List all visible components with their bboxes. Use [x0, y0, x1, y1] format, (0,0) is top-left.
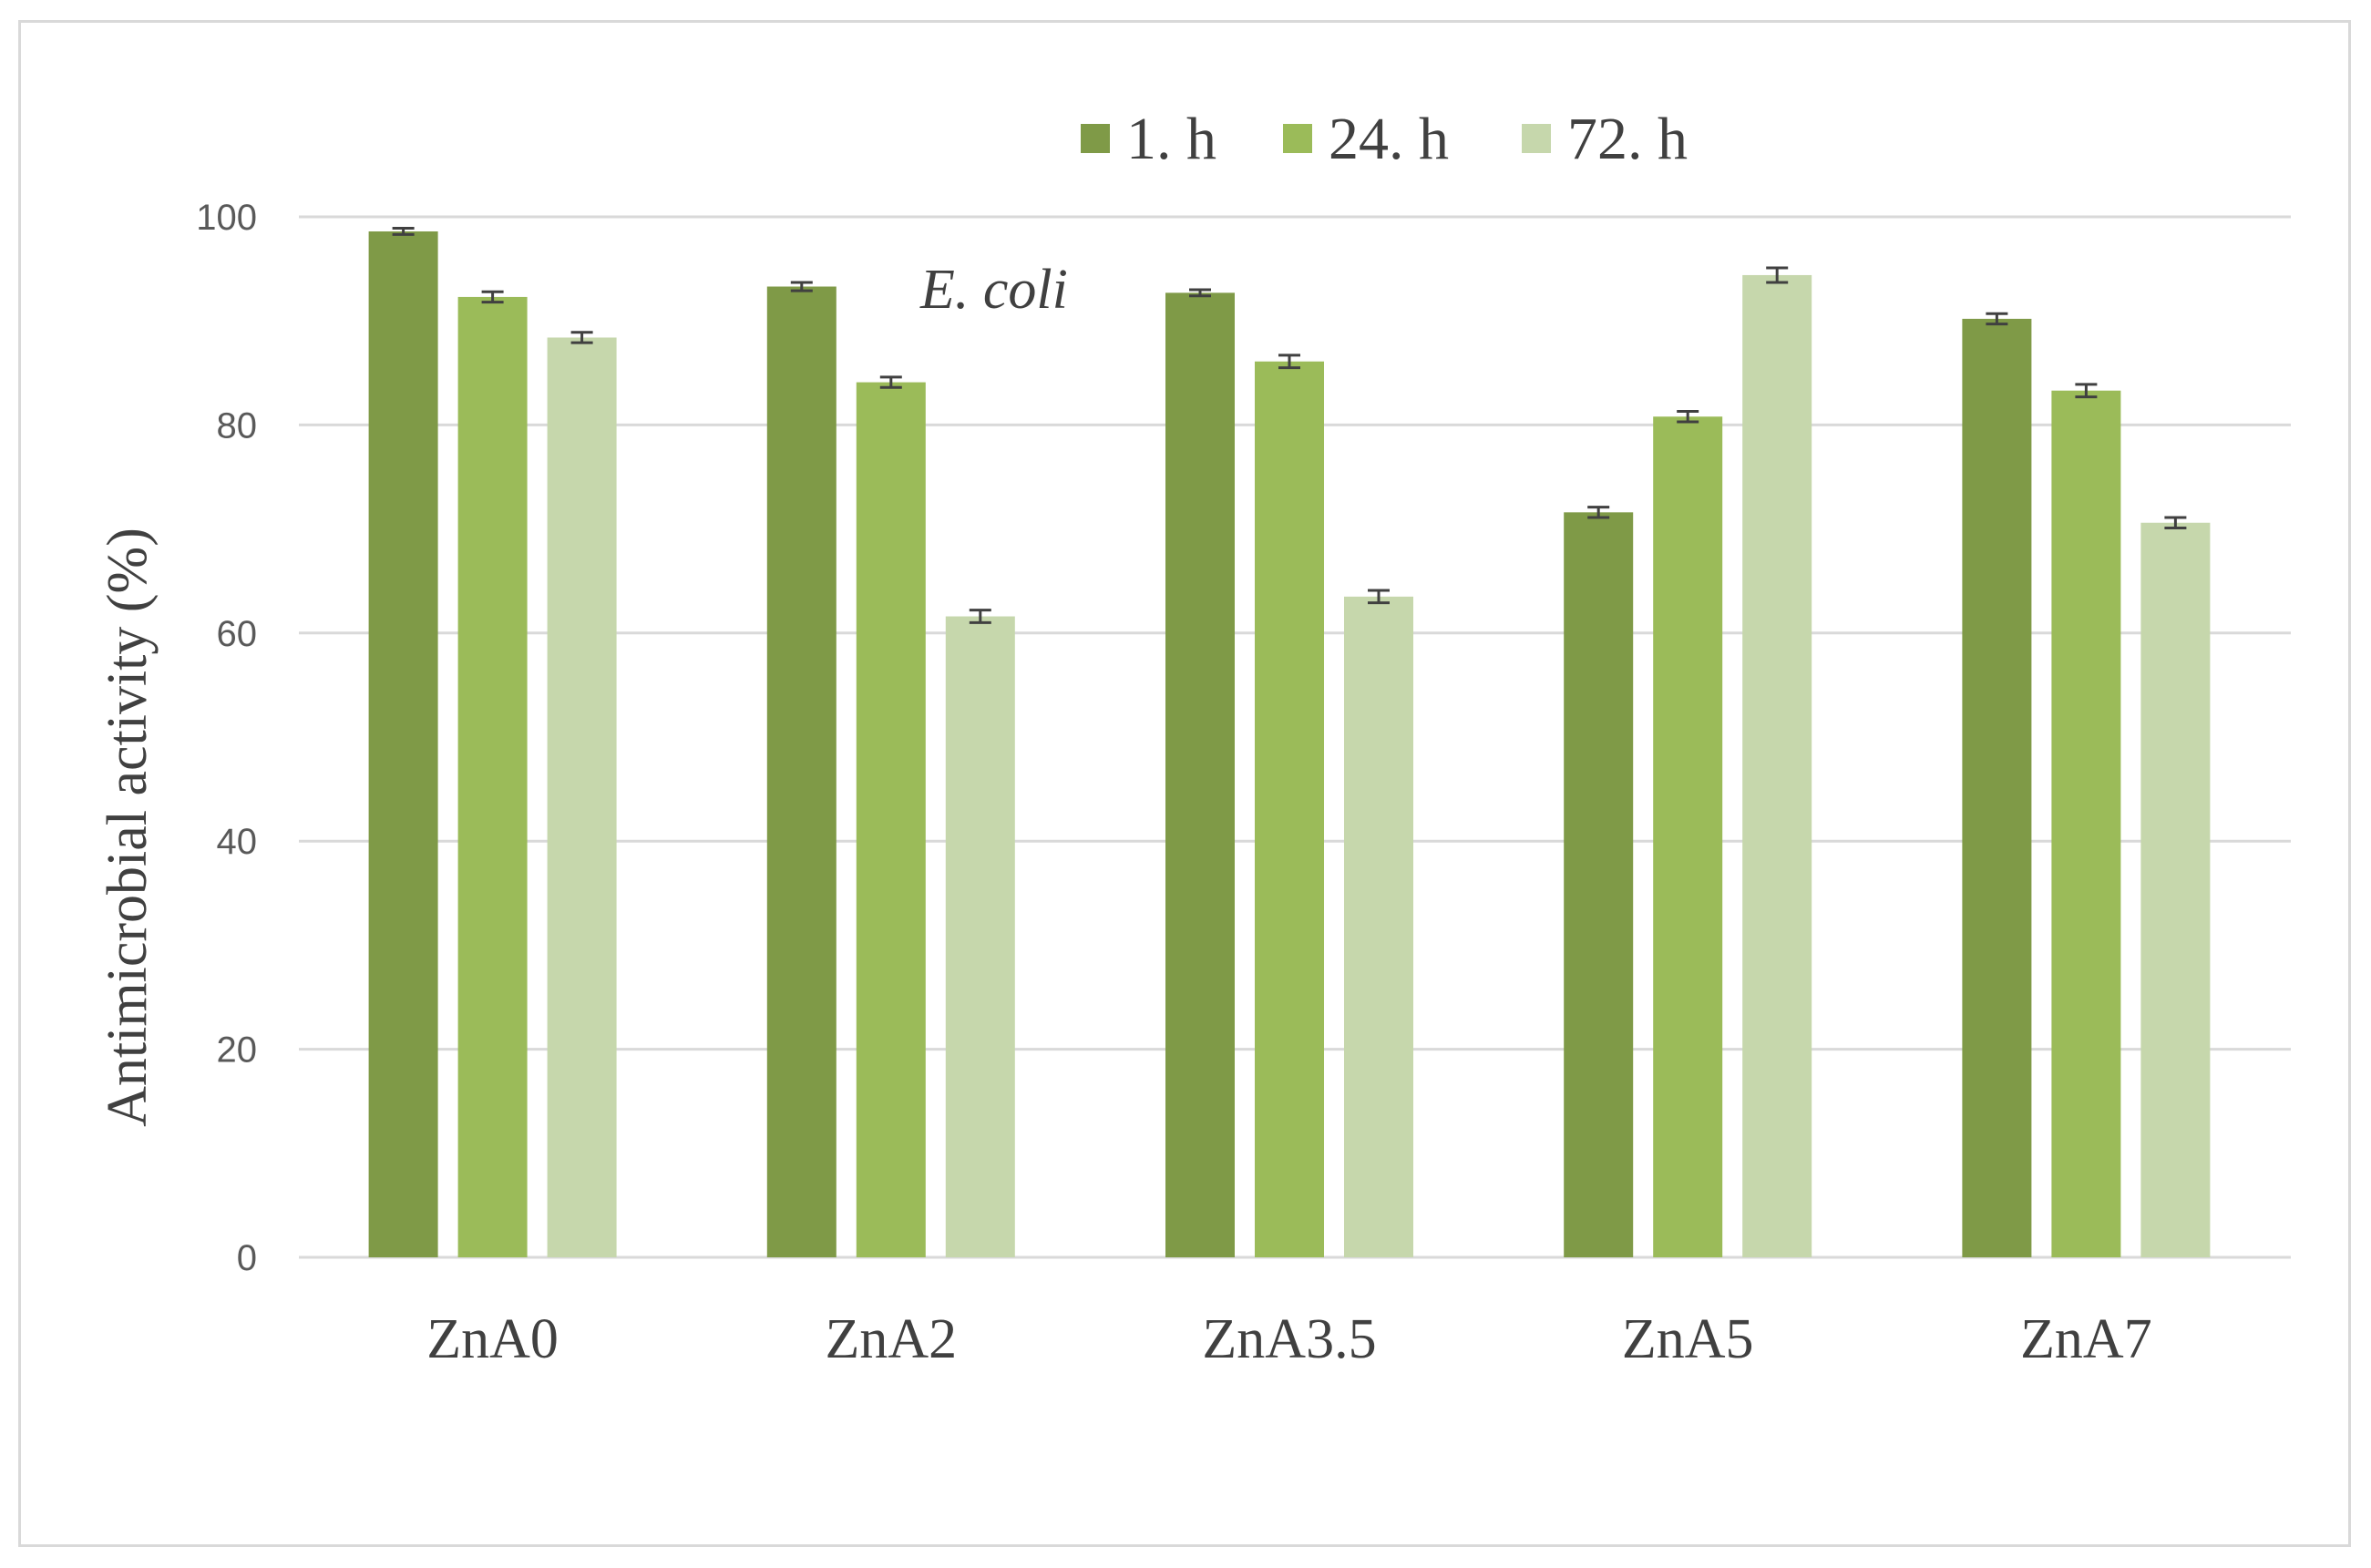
bar-zna7-series-3	[2140, 522, 2211, 1257]
x-category-label: ZnA3.5	[1202, 1308, 1376, 1370]
legend-swatch	[1522, 124, 1551, 153]
legend-label: 1. h	[1126, 106, 1216, 172]
bar-zna7-series-1	[1962, 318, 2032, 1257]
bar-zna0-series-2	[457, 296, 528, 1258]
y-axis-title: Antimicrobial activity (%)	[97, 528, 159, 1127]
error-bars	[392, 227, 2187, 624]
x-category-label: ZnA5	[1622, 1308, 1754, 1370]
y-tick-label: 0	[237, 1238, 257, 1278]
y-tick-label: 80	[217, 405, 258, 446]
y-axis-ticks: 0 20 40 60 80 100	[196, 198, 257, 1278]
bar-zna3-5-series-2	[1255, 361, 1324, 1257]
x-axis-labels: ZnA0 ZnA2 ZnA3.5 ZnA5 ZnA7	[426, 1308, 2151, 1370]
bar-zna5-series-2	[1653, 416, 1723, 1257]
y-tick-label: 40	[217, 822, 258, 862]
bar-zna2-series-2	[856, 382, 926, 1257]
bar-zna7-series-2	[2051, 390, 2121, 1257]
bar-zna5-series-3	[1742, 274, 1812, 1257]
legend: 1. h 24. h 72. h	[1081, 106, 1688, 172]
y-tick-label: 20	[217, 1030, 258, 1071]
bar-zna3-5-series-1	[1165, 292, 1235, 1258]
y-tick-label: 60	[217, 614, 258, 654]
bar-zna5-series-1	[1564, 512, 1634, 1257]
bar-zna2-series-1	[766, 286, 837, 1257]
x-category-label: ZnA7	[2020, 1308, 2152, 1370]
bars	[368, 231, 2211, 1258]
legend-label: 24. h	[1329, 106, 1449, 172]
bar-zna3-5-series-3	[1344, 596, 1413, 1257]
legend-swatch	[1283, 124, 1312, 153]
x-category-label: ZnA2	[825, 1308, 957, 1370]
bar-zna0-series-1	[368, 231, 438, 1257]
bar-zna2-series-3	[945, 616, 1015, 1257]
legend-swatch	[1081, 124, 1110, 153]
bar-zna0-series-3	[547, 337, 617, 1257]
x-category-label: ZnA0	[426, 1308, 559, 1370]
legend-label: 72. h	[1567, 106, 1688, 172]
y-tick-label: 100	[196, 198, 257, 238]
annotation-e-coli: E. coli	[919, 259, 1068, 321]
